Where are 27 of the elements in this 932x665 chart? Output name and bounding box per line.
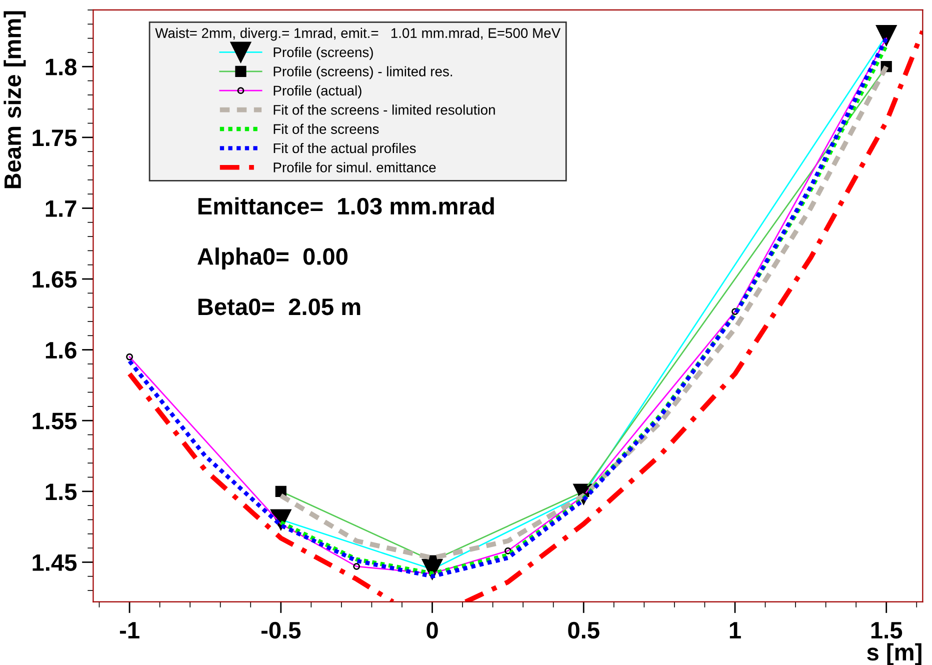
legend-label: Profile (screens) - limited res.	[274, 66, 452, 80]
legend-label: Profile for simul. emittance	[274, 162, 436, 172]
annotation: Beta0= 2.05 m	[198, 298, 360, 316]
legend-label: Fit of the screens	[274, 124, 379, 134]
y-tick-label: 1.7	[46, 200, 76, 217]
x-tick-label: 1	[730, 622, 741, 638]
y-tick-label: 1.5	[46, 484, 77, 500]
y-tick-label: 1.45	[32, 554, 77, 571]
annotation: Emittance= 1.03 mm.mrad	[198, 197, 494, 215]
legend-label: Profile (actual)	[274, 85, 362, 98]
legend-label: Fit of the actual profiles	[274, 142, 416, 156]
legend-title: Waist= 2mm, diverg.= 1mrad, emit.= 1.01 mm.mrad, E=500 MeV	[155, 28, 561, 41]
x-tick-label: -0.5	[261, 622, 301, 639]
y-tick-label: 1.55	[32, 412, 77, 430]
y-axis-title: Beam size [mm]	[4, 11, 26, 188]
y-tick-label: 1.8	[46, 58, 77, 76]
legend-label: Profile (screens)	[274, 46, 373, 60]
x-tick-label: 0	[426, 622, 438, 639]
x-tick-label: 1.5	[871, 622, 902, 639]
y-tick-label: 1.6	[46, 342, 76, 359]
y-tick-label: 1.75	[32, 130, 77, 146]
annotation: Alpha0= 0.00	[197, 248, 348, 270]
x-axis-title: s [m]	[867, 643, 922, 665]
x-tick-label: 0.5	[568, 622, 600, 639]
legend-label: Fit of the screens - limited resolution	[274, 104, 495, 115]
x-tick-label: -1	[120, 622, 140, 638]
y-tick-label: 1.65	[32, 271, 77, 288]
